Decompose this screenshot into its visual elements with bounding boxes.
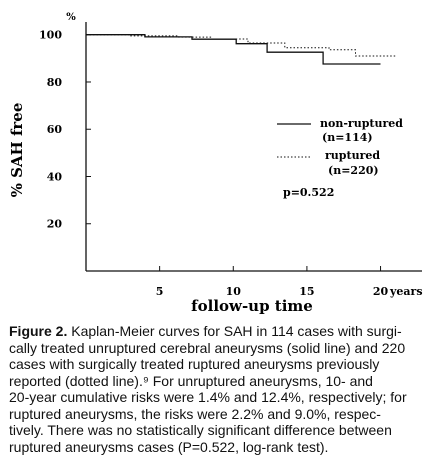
caption-label: Figure 2. [9,323,68,339]
caption-line: cally treated unruptured cerebral aneury… [9,339,406,356]
caption-line: ruptured aneurysms cases (P=0.522, log-r… [9,438,329,455]
kaplan-meier-chart: 20 40 60 80 100 5 10 15 20 % % SAH free follow-… [8,12,423,315]
y-ticks: 20 40 60 80 100 [39,29,91,231]
x-axis-label: follow-up time [191,297,313,315]
caption-line: reported (dotted line).⁹ For unruptured … [9,372,373,389]
y-tick-label: 40 [47,170,63,183]
series-line-ruptured [86,34,396,57]
y-tick-label: 60 [47,123,63,136]
series-lines [86,34,396,65]
caption-line: Kaplan-Meier curves for SAH in 114 cases… [71,323,402,339]
x-tick-label: 20 [373,285,389,298]
caption-line: 20-year cumulative risks were 1.4% and 1… [9,389,407,405]
series-line-non-ruptured [86,34,381,65]
legend: non-ruptured (n=114) ruptured (n=220) [277,117,403,177]
y-tick-label: 20 [47,218,63,231]
caption-line: tively. There was no statistically signi… [9,422,392,438]
caption-line: ruptured aneurysms, the risks were 2.2% … [9,405,381,422]
x-tick-label: 10 [226,285,242,298]
x-unit-label: years [389,285,423,298]
x-tick-label: 5 [156,285,164,298]
x-ticks: 5 10 15 20 [156,266,389,298]
legend-n-ruptured: (n=220) [328,164,379,177]
axes [85,22,422,272]
legend-label-non-ruptured: non-ruptured [320,117,403,130]
x-tick-label: 15 [299,285,314,298]
legend-n-non-ruptured: (n=114) [322,131,373,144]
y-unit-label: % [66,12,76,23]
caption-line: cases with surgically treated ruptured a… [9,356,380,372]
figure-caption: Figure 2. Kaplan-Meier curves for SAH in… [9,323,441,455]
y-tick-label: 80 [47,76,63,89]
legend-label-ruptured: ruptured [325,149,380,162]
y-tick-label: 100 [39,29,62,42]
y-axis-label: % SAH free [8,103,26,198]
p-value-annotation: p=0.522 [283,186,334,199]
